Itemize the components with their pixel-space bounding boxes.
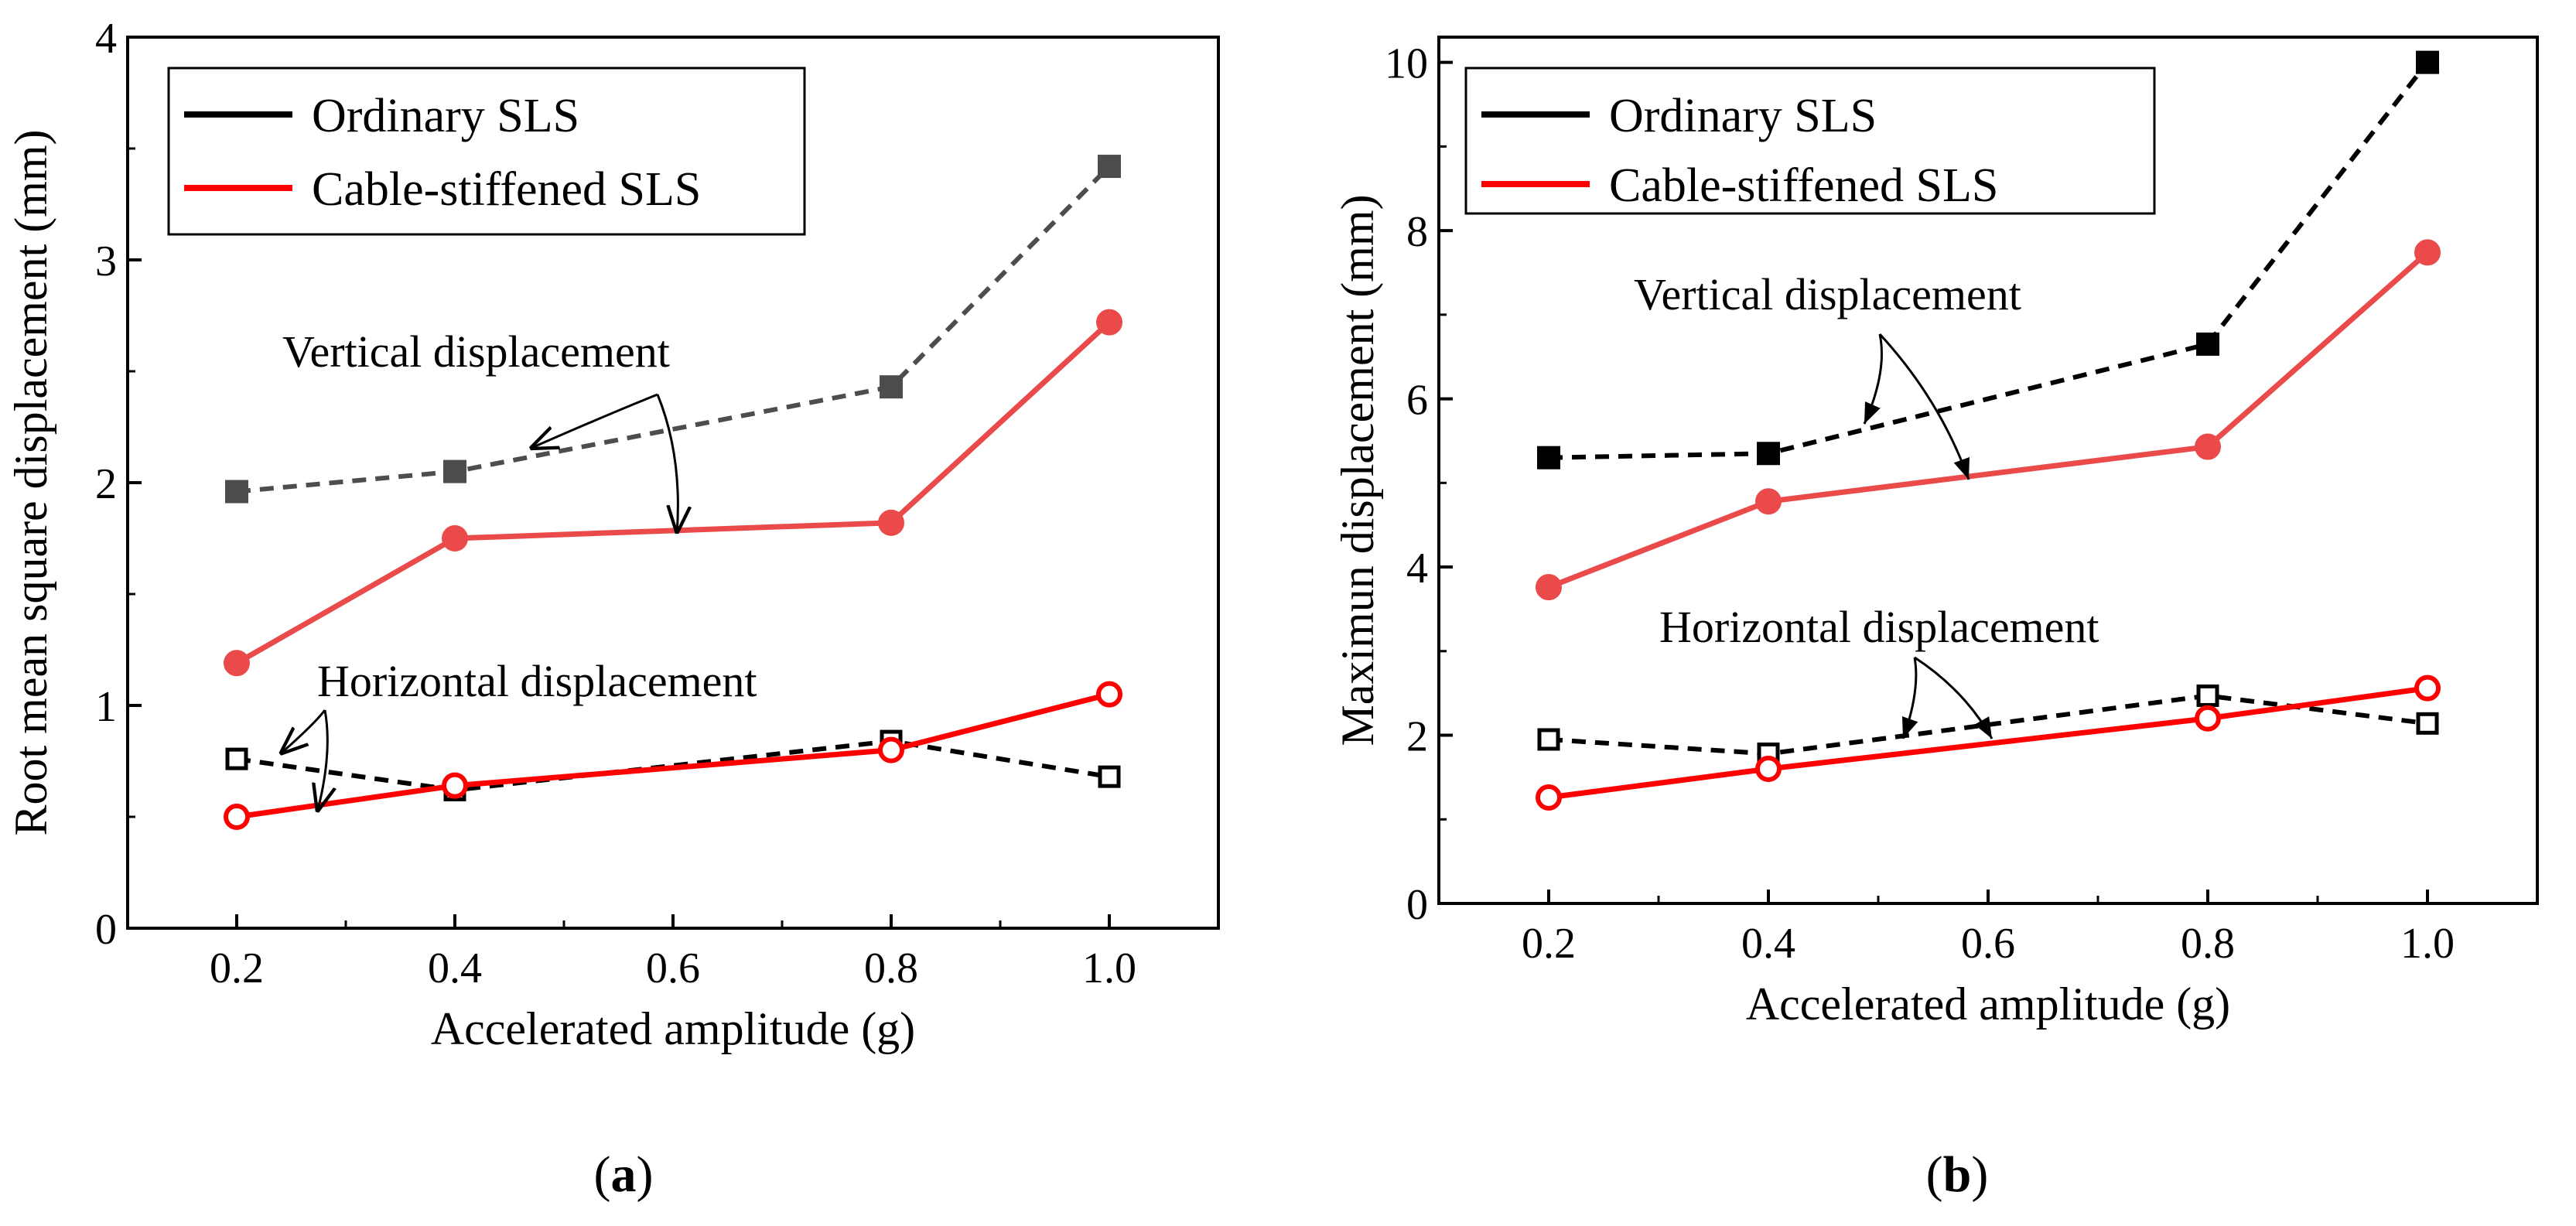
annotation-horizontal: Horizontal displacement: [1659, 602, 2099, 652]
legend-box: [167, 67, 806, 236]
data-point: [2414, 674, 2441, 702]
data-point: [225, 747, 248, 770]
data-point: [1536, 574, 1562, 601]
x-tick-label: 0.2: [210, 944, 264, 992]
data-point: [1098, 155, 1121, 179]
annotation-arrow: [317, 709, 327, 812]
y-tick-label: 10: [1385, 40, 1428, 88]
x-tick-label: 1.0: [2400, 920, 2455, 968]
panel-label: (a): [594, 1146, 654, 1203]
series-line: [1548, 685, 2428, 801]
legend-label: Cable-stiffened SLS: [312, 163, 701, 216]
y-tick-label: 3: [95, 237, 117, 285]
data-point: [2195, 705, 2221, 732]
y-tick-label: 4: [1406, 545, 1428, 593]
data-point: [2416, 50, 2439, 74]
panel-a: 0.2 0.4 0.6 0.8 1.0 0 1 2 3 4 Accelerated amplitud…: [5, 15, 1220, 1203]
data-point: [1537, 446, 1560, 470]
x-axis-title: Accelerated amplitude (g): [431, 1003, 915, 1054]
x-tick-label: 1.0: [1082, 944, 1136, 992]
y-tick-label: 0: [95, 906, 117, 954]
data-point: [1755, 488, 1782, 515]
data-point: [878, 509, 904, 536]
legend-label: Ordinary SLS: [1609, 90, 1877, 142]
data-point: [1536, 784, 1562, 811]
annotation-arrow: [1878, 333, 1970, 480]
data-point: [2195, 433, 2221, 460]
data-point: [2414, 239, 2441, 266]
annotation-vertical: Vertical displacement: [1634, 269, 2021, 319]
annotation-arrow: [656, 394, 678, 534]
series-line: [236, 692, 1110, 820]
panel-b: 0.2 0.4 0.6 0.8 1.0 0 2 4 6 8 10 Accelerated amplit…: [1332, 36, 2539, 1203]
data-point: [2416, 712, 2439, 735]
x-tick-label: 0.2: [1522, 920, 1576, 968]
y-tick-label: 0: [1406, 881, 1428, 929]
y-tick-label: 4: [95, 15, 117, 63]
data-point: [878, 736, 904, 763]
data-point: [443, 459, 466, 483]
data-point: [442, 772, 468, 799]
series-line: [1548, 60, 2430, 460]
annotation-arrow: [530, 393, 658, 449]
x-tick-label: 0.4: [1741, 920, 1795, 968]
y-tick-label: 2: [95, 460, 117, 508]
series-line: [236, 164, 1112, 494]
y-tick-label: 2: [1406, 713, 1428, 761]
panel-label: (b): [1926, 1146, 1989, 1203]
y-axis-title: Root mean square displacement (mm): [5, 129, 56, 835]
series-line: [1547, 250, 2430, 590]
data-point: [1537, 728, 1560, 751]
legend-box: [1464, 67, 2156, 215]
data-point: [1755, 756, 1782, 783]
data-point: [224, 650, 250, 677]
x-axis-title: Accelerated amplitude (g): [1746, 978, 2230, 1030]
data-point: [225, 480, 248, 504]
x-tick-label: 0.4: [428, 944, 482, 992]
data-point: [1096, 309, 1122, 336]
data-point: [1098, 765, 1121, 788]
y-tick-label: 8: [1406, 208, 1428, 256]
data-point: [2196, 684, 2219, 707]
annotation-arrow: [1914, 656, 1993, 739]
data-point: [1096, 681, 1122, 708]
data-point: [880, 375, 903, 399]
data-point: [224, 804, 250, 830]
series-line: [236, 739, 1110, 793]
annotation-arrow: [280, 709, 326, 754]
data-point: [1757, 442, 1780, 466]
legend-label: Ordinary SLS: [312, 90, 579, 142]
legend-label: Cable-stiffened SLS: [1609, 159, 1998, 212]
annotation-vertical: Vertical displacement: [282, 326, 670, 377]
x-tick-label: 0.8: [2181, 920, 2235, 968]
y-tick-label: 6: [1406, 377, 1428, 425]
annotation-horizontal: Horizontal displacement: [317, 656, 757, 706]
y-tick-label: 1: [95, 683, 117, 731]
x-tick-label: 0.8: [864, 944, 918, 992]
x-tick-label: 0.6: [1961, 920, 2015, 968]
data-point: [442, 525, 468, 552]
annotation-arrow: [1901, 657, 1918, 739]
annotation-arrow: [1863, 333, 1883, 425]
y-axis-title: Maximun displacement (mm): [1332, 194, 1383, 746]
x-tick-label: 0.6: [646, 944, 700, 992]
data-point: [2196, 332, 2219, 356]
